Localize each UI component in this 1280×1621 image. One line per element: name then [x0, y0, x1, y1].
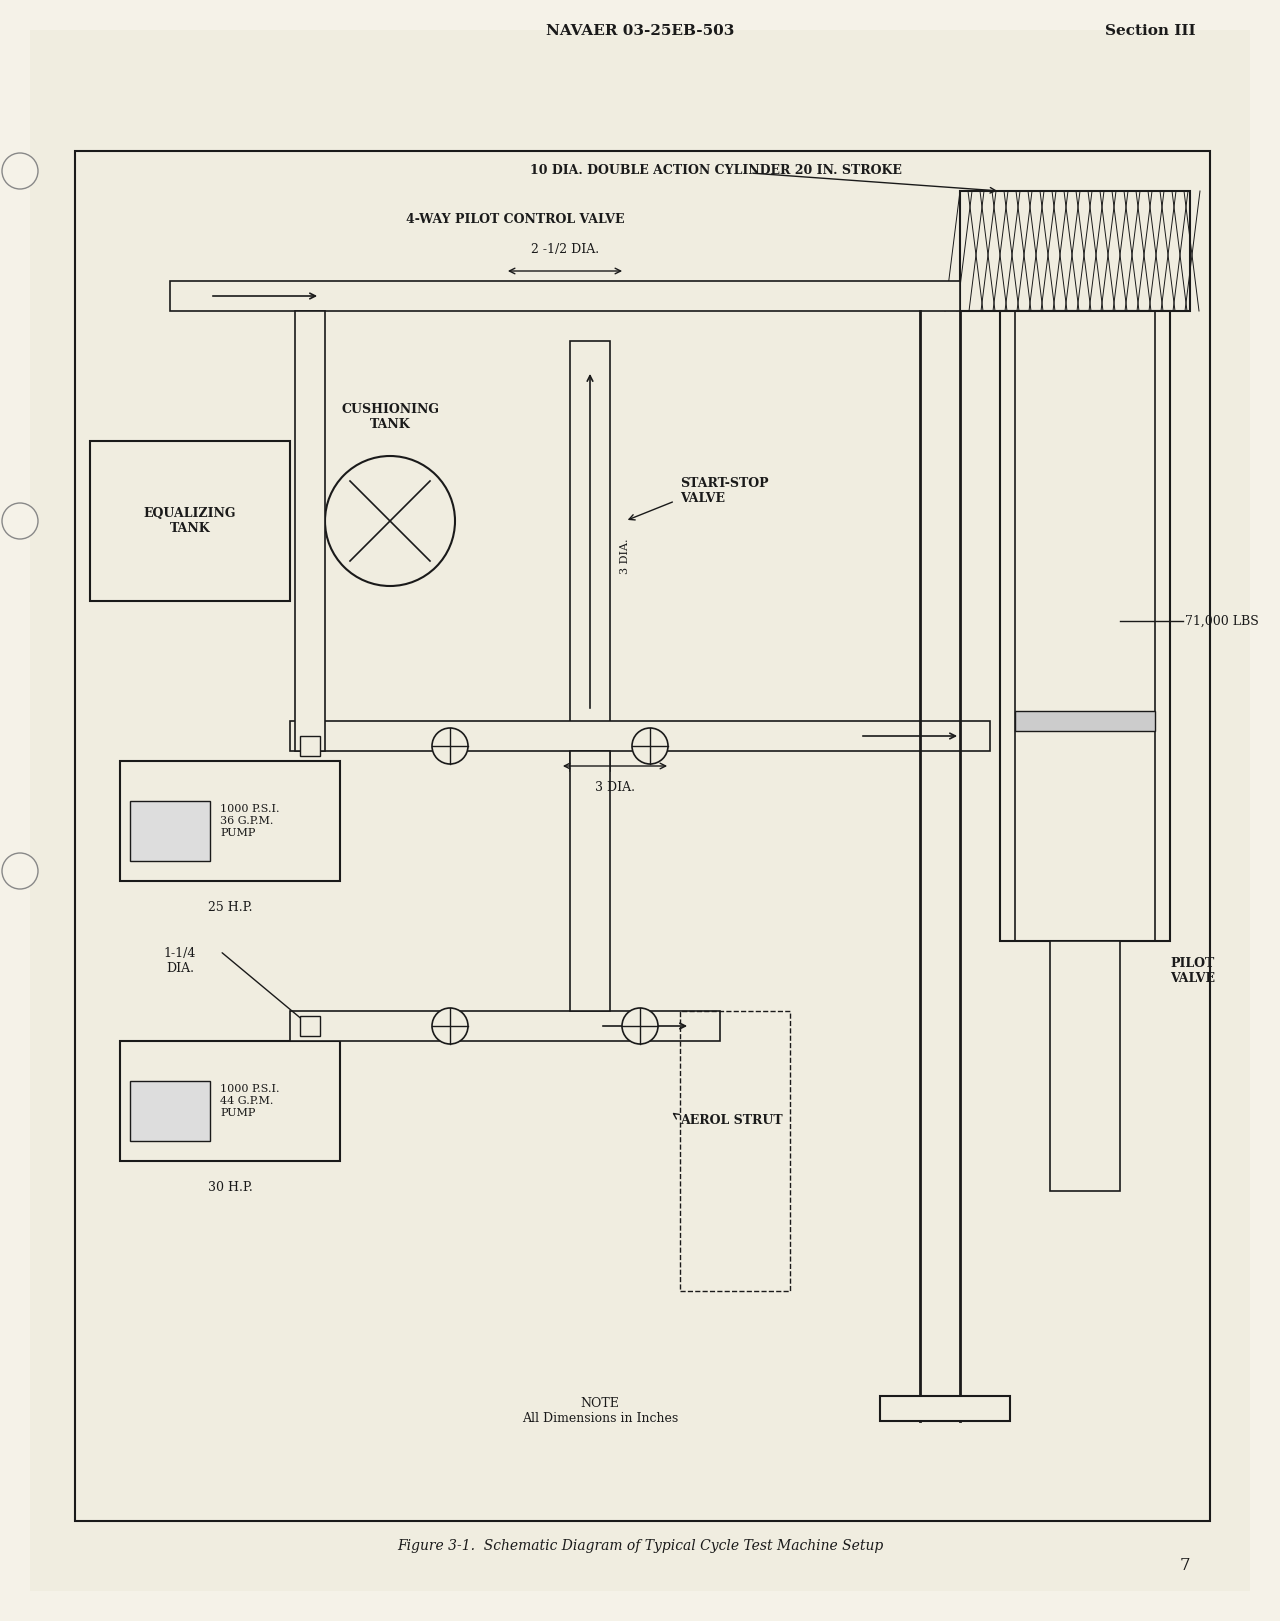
- Text: 1-1/4
DIA.: 1-1/4 DIA.: [164, 947, 196, 974]
- Bar: [1050, 942, 1120, 1191]
- Bar: [680, 1012, 790, 1290]
- Bar: [570, 751, 611, 1012]
- Circle shape: [3, 152, 38, 190]
- Text: NOTE
All Dimensions in Inches: NOTE All Dimensions in Inches: [522, 1397, 678, 1425]
- Text: 30 H.P.: 30 H.P.: [207, 1182, 252, 1195]
- Bar: [291, 1012, 719, 1041]
- Bar: [570, 340, 611, 772]
- Text: 4-WAY PILOT CONTROL VALVE: 4-WAY PILOT CONTROL VALVE: [406, 212, 625, 225]
- Circle shape: [433, 1008, 468, 1044]
- Bar: [300, 736, 320, 755]
- Circle shape: [325, 456, 454, 587]
- Text: 1000 P.S.I.
36 G.P.M.
PUMP: 1000 P.S.I. 36 G.P.M. PUMP: [220, 804, 279, 838]
- Text: 2 -1/2 DIA.: 2 -1/2 DIA.: [531, 243, 599, 256]
- Text: 3 DIA.: 3 DIA.: [620, 538, 630, 574]
- Circle shape: [3, 853, 38, 888]
- Circle shape: [3, 503, 38, 540]
- Text: CUSHIONING
TANK: CUSHIONING TANK: [340, 404, 439, 431]
- Text: EQUALIZING
TANK: EQUALIZING TANK: [143, 507, 237, 535]
- Bar: [291, 721, 989, 751]
- Bar: [170, 280, 960, 311]
- Circle shape: [622, 1008, 658, 1044]
- Text: 3 DIA.: 3 DIA.: [595, 781, 635, 794]
- Circle shape: [433, 728, 468, 763]
- Text: AEROL STRUT: AEROL STRUT: [680, 1115, 782, 1128]
- Text: PILOT
VALVE: PILOT VALVE: [1170, 956, 1215, 986]
- Text: NAVAER 03-25EB-503: NAVAER 03-25EB-503: [545, 24, 735, 37]
- Text: 7: 7: [1180, 1558, 1190, 1574]
- Bar: [1000, 311, 1170, 942]
- Bar: [960, 191, 1190, 311]
- Bar: [120, 760, 340, 880]
- Bar: [76, 151, 1210, 1520]
- Text: 1000 P.S.I.
44 G.P.M.
PUMP: 1000 P.S.I. 44 G.P.M. PUMP: [220, 1084, 279, 1117]
- Text: 25 H.P.: 25 H.P.: [207, 901, 252, 914]
- Bar: [300, 1016, 320, 1036]
- Bar: [90, 441, 291, 601]
- Text: Figure 3-1.  Schematic Diagram of Typical Cycle Test Machine Setup: Figure 3-1. Schematic Diagram of Typical…: [397, 1538, 883, 1553]
- Bar: [131, 801, 210, 861]
- Text: 10 DIA. DOUBLE ACTION CYLINDER 20 IN. STROKE: 10 DIA. DOUBLE ACTION CYLINDER 20 IN. ST…: [530, 164, 902, 178]
- Text: 71,000 LBS: 71,000 LBS: [1185, 614, 1258, 627]
- Text: Section III: Section III: [1105, 24, 1196, 37]
- Text: START-STOP
VALVE: START-STOP VALVE: [680, 477, 768, 506]
- Bar: [294, 311, 325, 751]
- Circle shape: [632, 728, 668, 763]
- Bar: [1015, 712, 1155, 731]
- Bar: [120, 1041, 340, 1161]
- Bar: [881, 1396, 1010, 1422]
- Bar: [131, 1081, 210, 1141]
